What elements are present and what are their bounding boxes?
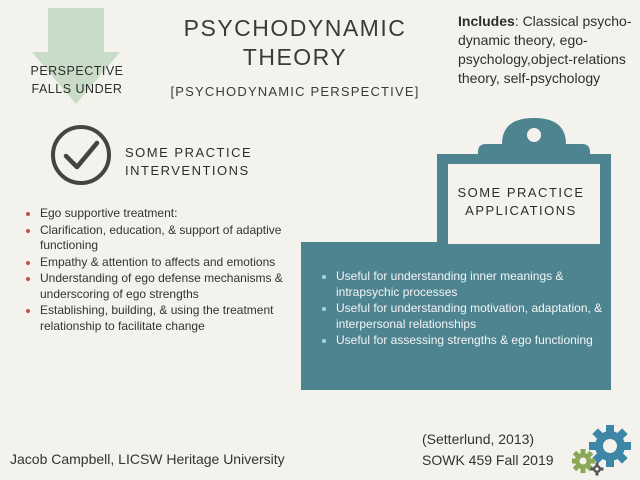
includes-body: : Classical psycho-dynamic theory, ego-p… [458, 13, 632, 86]
checkmark-circle-icon [51, 125, 111, 185]
down-arrow-icon [32, 8, 120, 104]
list-item: Useful for assessing strengths & ego fun… [336, 332, 626, 348]
includes-label: Includes [458, 13, 515, 29]
includes-text: Includes: Classical psycho-dynamic theor… [458, 12, 636, 88]
interventions-heading: SOME PRACTICE INTERVENTIONS [125, 145, 253, 178]
list-item: Clarification, education, & support of a… [40, 223, 302, 254]
list-item: Understanding of ego defense mechanisms … [40, 271, 302, 302]
list-item: Empathy & attention to affects and emoti… [40, 255, 302, 271]
list-item: Ego supportive treatment: [40, 206, 302, 222]
footer-author: Jacob Campbell, LICSW Heritage Universit… [10, 451, 285, 467]
applications-list: Useful for understanding inner meanings … [322, 268, 626, 348]
interventions-list: Ego supportive treatment: Clarification,… [22, 206, 302, 335]
clipboard-icon [301, 118, 611, 390]
perspective-label: PERSPECTIVE FALLS UNDER [30, 64, 124, 96]
gears-icon [572, 425, 631, 476]
applications-heading: SOME PRACTICE APPLICATIONS [457, 185, 585, 218]
list-item: Useful for understanding motivation, ada… [336, 300, 626, 332]
citation: (Setterlund, 2013) [422, 431, 535, 447]
list-item: Establishing, building, & using the trea… [40, 303, 302, 334]
page-title: PSYCHODYNAMIC THEORY [183, 15, 407, 70]
page-subtitle: [PSYCHODYNAMIC PERSPECTIVE] [170, 84, 420, 99]
course-label: SOWK 459 Fall 2019 [422, 452, 554, 468]
list-item: Useful for understanding inner meanings … [336, 268, 626, 300]
